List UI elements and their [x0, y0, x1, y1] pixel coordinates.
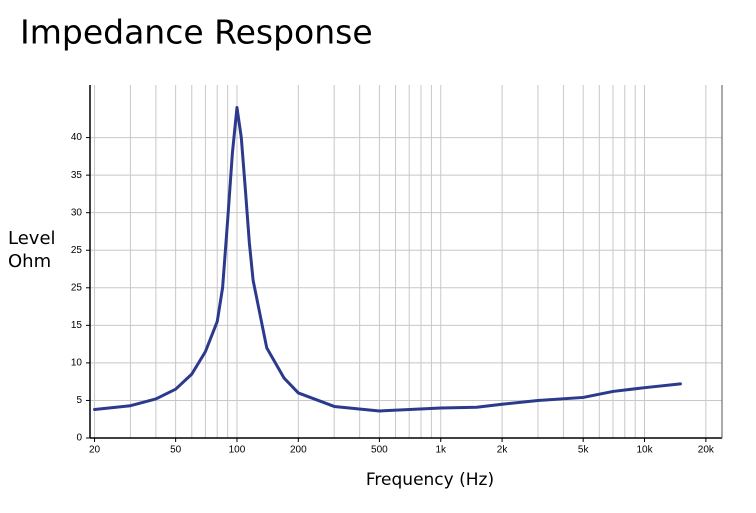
x-tick-label: 500 [371, 445, 388, 456]
y-tick-label: 40 [71, 132, 83, 143]
y-tick-label: 25 [71, 245, 83, 256]
y-tick-label: 25 [71, 282, 83, 293]
y-tick-label: 0 [76, 433, 82, 444]
y-tick-label: 5 [76, 395, 82, 406]
y-axis-label: Level [8, 228, 56, 249]
chart-title: Impedance Response [20, 13, 373, 52]
x-tick-label: 1k [435, 445, 447, 456]
x-tick-label: 200 [290, 445, 307, 456]
x-axis-label: Frequency (Hz) [366, 470, 494, 490]
y-tick-label: 35 [71, 170, 83, 181]
x-tick-label: 5k [578, 445, 590, 456]
x-tick-label: 10k [636, 445, 653, 456]
y-tick-label: 10 [71, 358, 83, 369]
y-tick-label: 30 [71, 207, 83, 218]
x-tick-label: 100 [229, 445, 246, 456]
x-tick-label: 50 [170, 445, 182, 456]
y-axis-label: Ohm [8, 251, 51, 272]
x-tick-label: 2k [497, 445, 509, 456]
y-tick-label: 15 [71, 320, 83, 331]
x-tick-label: 20k [698, 445, 715, 456]
x-tick-label: 20 [89, 445, 101, 456]
impedance-line [93, 106, 682, 413]
